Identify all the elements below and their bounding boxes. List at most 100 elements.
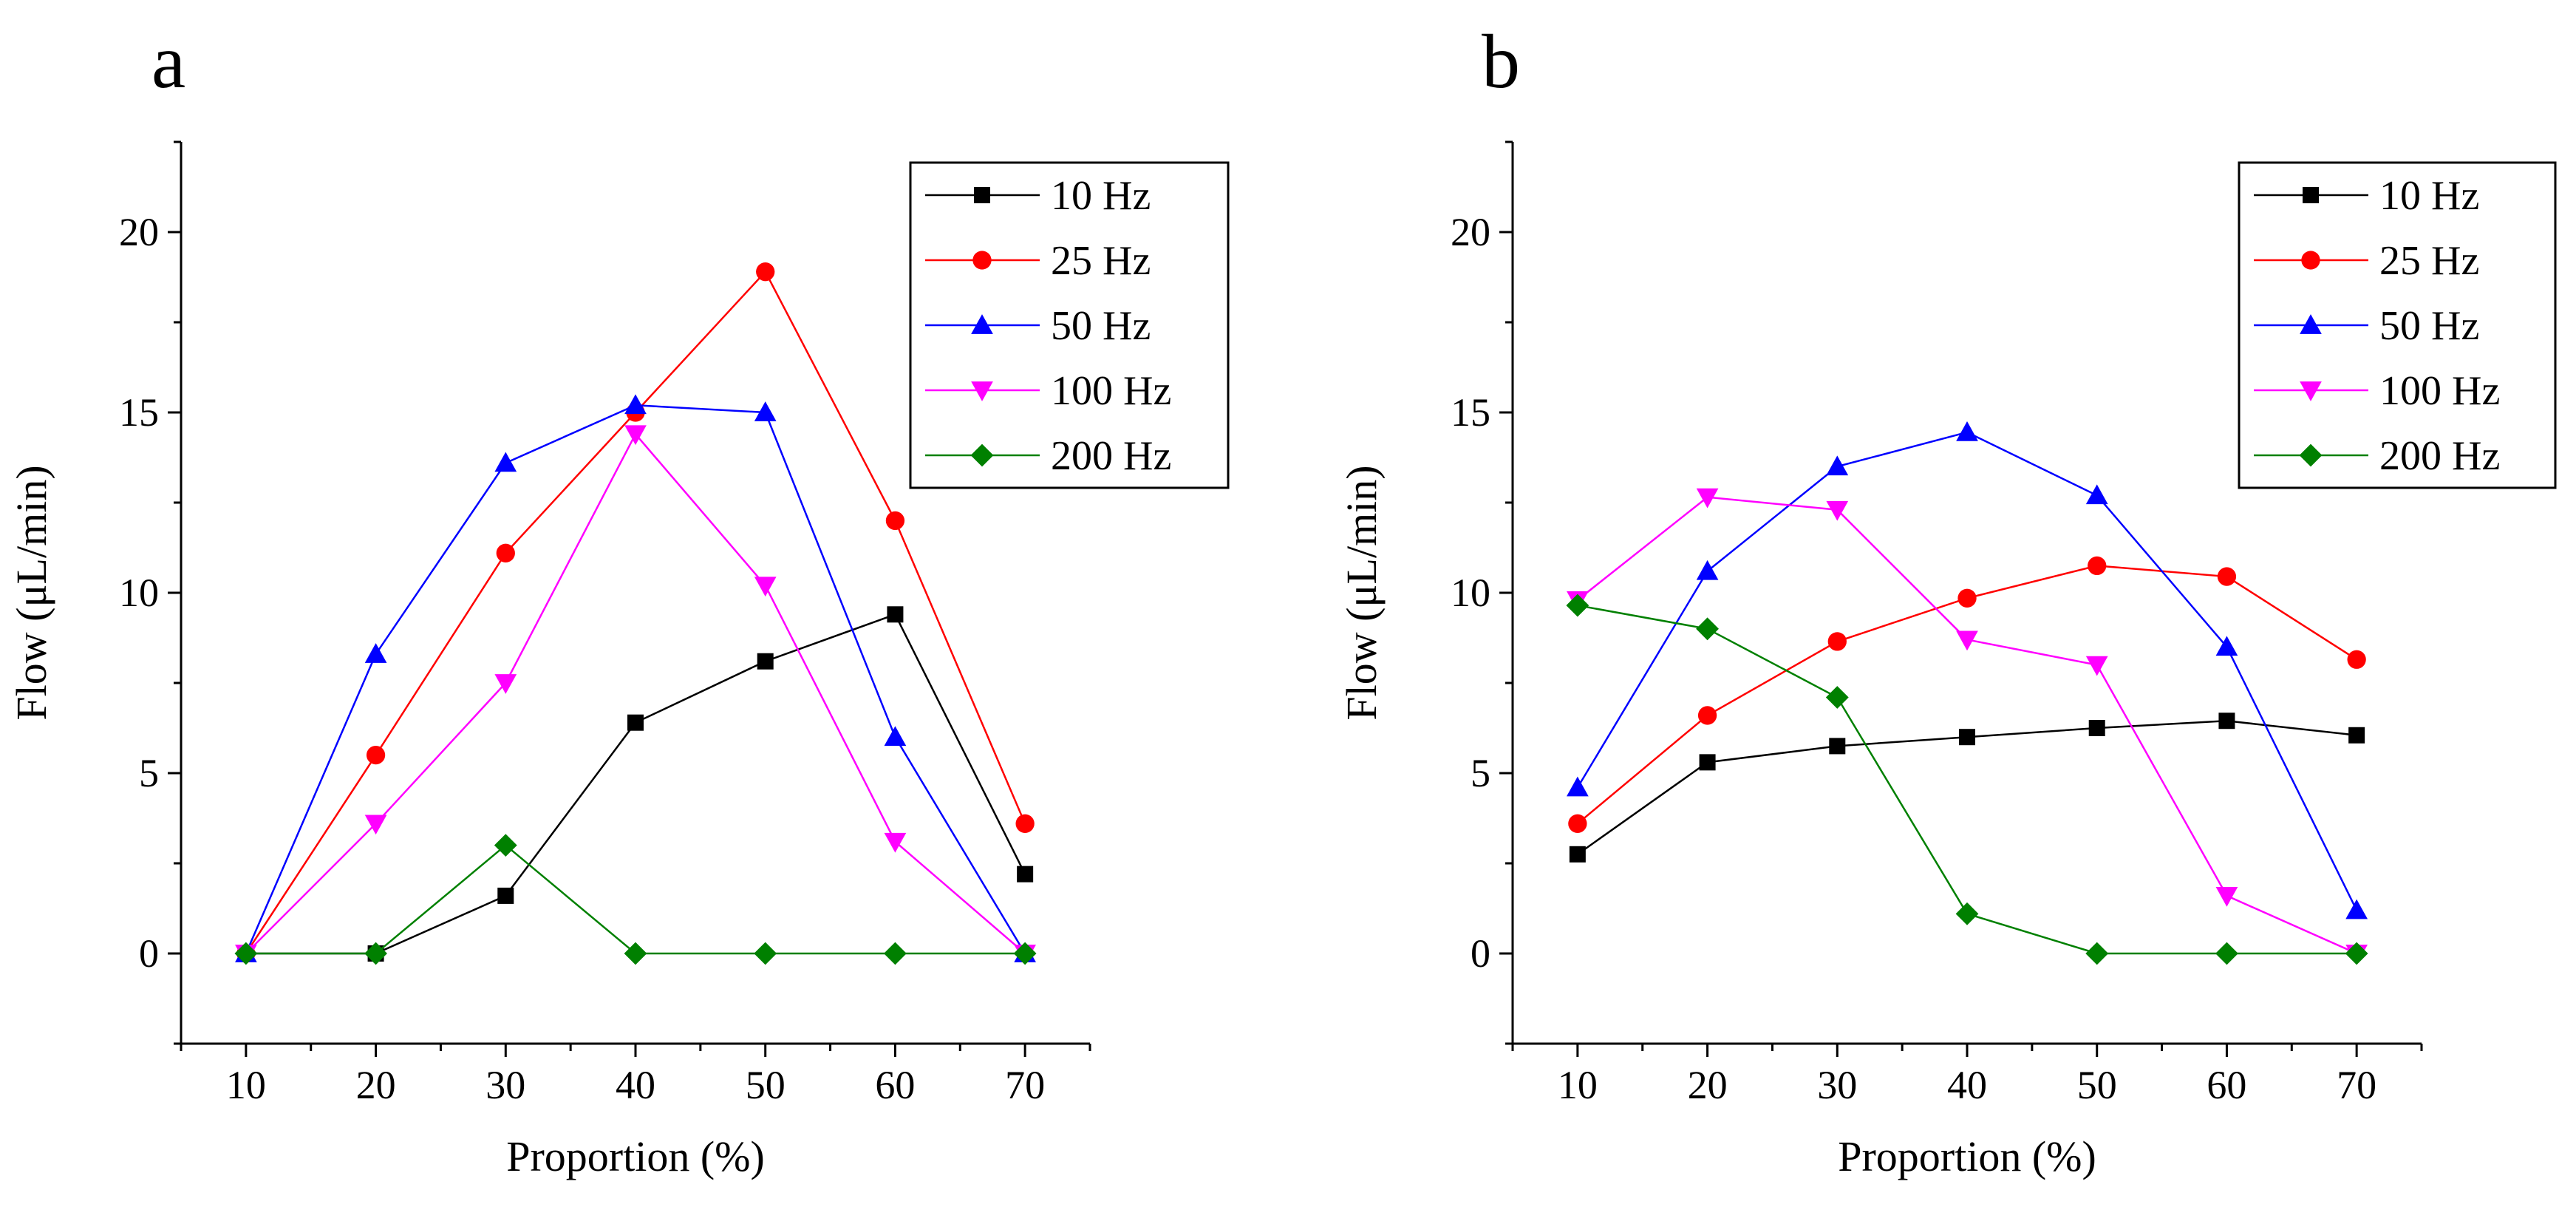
x-tick-label: 20	[1688, 1063, 1728, 1107]
series-line	[245, 843, 1026, 955]
data-point	[1699, 754, 1716, 771]
legend-marker	[2303, 187, 2319, 203]
data-point	[2215, 636, 2238, 656]
legend-entry: 25 Hz	[2379, 238, 2479, 284]
data-point	[1015, 814, 1035, 833]
data-point	[2085, 942, 2109, 965]
x-tick-label: 10	[1558, 1063, 1598, 1107]
data-point	[1017, 866, 1034, 883]
legend-entry: 25 Hz	[1051, 238, 1151, 284]
legend-marker	[971, 381, 993, 401]
data-point	[497, 887, 514, 904]
legend-marker	[2299, 443, 2323, 467]
x-tick-label: 70	[2337, 1063, 2376, 1107]
x-tick-label: 20	[356, 1063, 396, 1107]
data-point	[884, 726, 907, 747]
y-axis-title: Flow (μL/min)	[1338, 465, 1386, 720]
data-point	[1696, 617, 1719, 641]
legend-entry: 100 Hz	[2379, 368, 2500, 414]
legend-marker	[2301, 251, 2320, 270]
y-tick-label: 0	[139, 931, 159, 976]
x-tick-label: 10	[226, 1063, 266, 1107]
chart-panel-b: b 10 20 30 40 50 60 70 0 5 10 15 20 Proportion (%) Flo…	[1338, 19, 2557, 1180]
data-point	[2085, 484, 2108, 505]
data-point	[2217, 567, 2237, 586]
x-tick-label: 70	[1005, 1063, 1045, 1107]
data-point	[624, 394, 647, 415]
data-point	[494, 452, 517, 472]
series-line	[245, 432, 1026, 954]
data-point	[2088, 556, 2107, 576]
data-point	[1566, 594, 1589, 617]
data-point	[234, 942, 258, 965]
data-point	[2215, 942, 2238, 965]
legend-entry: 50 Hz	[1051, 303, 1151, 349]
data-point	[2085, 656, 2108, 676]
data-point	[627, 714, 644, 731]
x-tick-label: 60	[875, 1063, 915, 1107]
data-point	[2347, 650, 2366, 669]
x-tick-label: 30	[1817, 1063, 1857, 1107]
x-tick-label: 30	[485, 1063, 525, 1107]
data-point	[884, 942, 907, 965]
data-point	[2088, 720, 2105, 736]
data-point	[754, 942, 777, 965]
legend-entry: 50 Hz	[2379, 303, 2479, 349]
legend-entry: 10 Hz	[2379, 173, 2479, 219]
panel-label: b	[1482, 19, 1520, 104]
data-point	[624, 425, 647, 446]
data-point	[624, 942, 647, 965]
data-point	[1696, 488, 1719, 509]
x-tick-label: 60	[2207, 1063, 2246, 1107]
data-point	[885, 511, 905, 531]
data-point	[1569, 846, 1586, 863]
legend-entry: 10 Hz	[1051, 173, 1151, 219]
y-axis-title: Flow (μL/min)	[7, 465, 55, 720]
chart-panel-a: a 10 20 30 40 50 60 70 0 5 10 15 20 Proportion (%) Flo…	[7, 19, 1230, 1180]
y-tick-label: 5	[1471, 751, 1490, 795]
data-point	[1825, 686, 1849, 709]
data-point	[494, 674, 517, 694]
series-line	[245, 613, 1026, 955]
data-point	[1827, 632, 1847, 651]
data-point	[2345, 942, 2368, 965]
data-point	[2215, 887, 2238, 907]
data-point	[756, 262, 775, 282]
legend-marker	[971, 314, 993, 334]
data-point	[1955, 902, 1979, 925]
y-tick-label: 20	[119, 210, 159, 254]
data-point	[1696, 560, 1719, 580]
data-point	[2218, 713, 2235, 730]
legend-entry: 200 Hz	[1051, 433, 1171, 479]
y-tick-label: 5	[139, 751, 159, 795]
data-point	[496, 543, 515, 562]
y-tick-label: 0	[1471, 931, 1490, 976]
y-tick-label: 10	[1451, 571, 1490, 615]
data-point	[364, 643, 387, 663]
legend-marker	[974, 187, 990, 203]
y-tick-label: 10	[119, 571, 159, 615]
series-line	[245, 270, 1026, 954]
legend-marker	[2300, 381, 2322, 401]
data-point	[1567, 776, 1589, 797]
legend-entry: 100 Hz	[1051, 368, 1171, 414]
data-point	[2345, 899, 2368, 919]
data-point	[1826, 500, 1849, 521]
y-tick-label: 15	[1451, 390, 1490, 435]
data-point	[1826, 455, 1849, 476]
x-tick-label: 40	[616, 1063, 655, 1107]
data-point	[1013, 942, 1037, 965]
x-tick-label: 50	[2077, 1063, 2117, 1107]
x-axis-title: Proportion (%)	[506, 1132, 765, 1180]
data-point	[494, 834, 517, 857]
data-point	[1956, 630, 1978, 651]
x-tick-label: 40	[1947, 1063, 1987, 1107]
data-point	[754, 577, 777, 597]
data-point	[1697, 706, 1717, 725]
data-point	[364, 942, 387, 965]
data-point	[1956, 421, 1978, 441]
series-line	[1576, 431, 2358, 911]
legend-entry: 200 Hz	[2379, 433, 2500, 479]
panel-label: a	[151, 19, 185, 104]
